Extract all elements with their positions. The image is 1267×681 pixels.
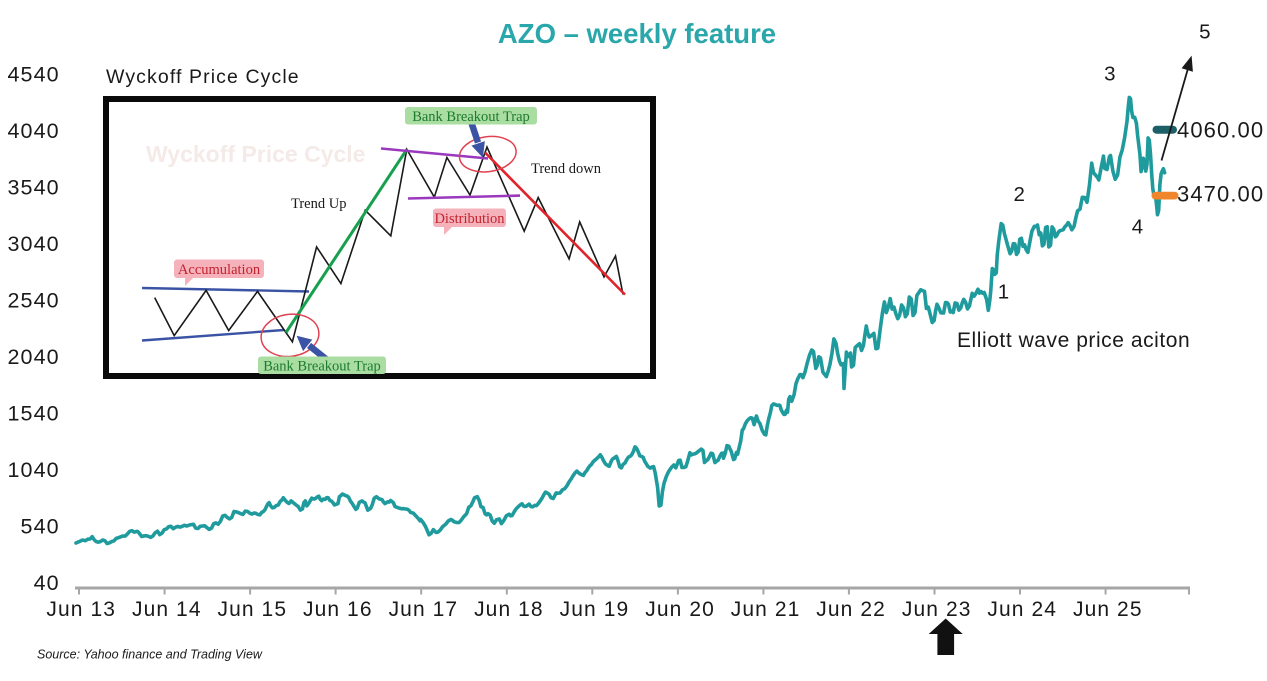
svg-text:3470.00: 3470.00	[1177, 182, 1264, 207]
svg-text:Jun 14: Jun 14	[132, 598, 202, 621]
svg-text:AZO – weekly feature: AZO – weekly feature	[498, 18, 776, 49]
svg-text:Bank Breakout Trap: Bank Breakout Trap	[263, 359, 381, 375]
svg-text:Bank Breakout Trap: Bank Breakout Trap	[412, 109, 530, 125]
svg-text:Jun 15: Jun 15	[217, 598, 287, 621]
svg-text:1040: 1040	[7, 458, 59, 482]
svg-text:2540: 2540	[7, 288, 59, 312]
svg-text:4540: 4540	[7, 62, 59, 86]
svg-text:Trend Up: Trend Up	[291, 196, 346, 212]
svg-text:Jun 20: Jun 20	[645, 598, 715, 621]
svg-text:Elliott wave price aciton: Elliott wave price aciton	[957, 329, 1190, 352]
svg-text:Jun 22: Jun 22	[816, 598, 886, 621]
svg-text:Jun 17: Jun 17	[389, 598, 459, 621]
svg-text:Distribution: Distribution	[434, 211, 505, 227]
svg-text:3040: 3040	[7, 232, 59, 256]
svg-text:Accumulation: Accumulation	[178, 262, 261, 278]
svg-text:Jun 19: Jun 19	[560, 598, 630, 621]
svg-text:5: 5	[1199, 21, 1210, 44]
svg-text:Jun 16: Jun 16	[303, 598, 373, 621]
svg-text:2: 2	[1013, 183, 1024, 206]
svg-text:Jun 23: Jun 23	[902, 598, 972, 621]
svg-text:1: 1	[998, 281, 1009, 304]
svg-text:1540: 1540	[7, 401, 59, 425]
svg-text:540: 540	[21, 514, 60, 538]
svg-text:Trend down: Trend down	[531, 161, 602, 177]
svg-text:3: 3	[1104, 63, 1115, 86]
svg-text:Jun 25: Jun 25	[1073, 598, 1143, 621]
svg-text:4: 4	[1132, 216, 1143, 239]
svg-text:Jun 24: Jun 24	[987, 598, 1057, 621]
svg-text:Jun 13: Jun 13	[46, 598, 116, 621]
svg-text:Wyckoff Price Cycle: Wyckoff Price Cycle	[146, 141, 365, 167]
svg-text:Wyckoff Price Cycle: Wyckoff Price Cycle	[106, 66, 300, 88]
svg-text:Jun 21: Jun 21	[731, 598, 801, 621]
svg-text:3540: 3540	[7, 175, 59, 199]
svg-text:Jun 18: Jun 18	[474, 598, 544, 621]
svg-text:40: 40	[34, 571, 60, 595]
svg-text:4060.00: 4060.00	[1177, 118, 1264, 143]
svg-text:2040: 2040	[7, 345, 59, 369]
svg-text:Source: Yahoo finance and Trad: Source: Yahoo finance and Trading View	[37, 648, 263, 662]
svg-text:4040: 4040	[7, 119, 59, 143]
